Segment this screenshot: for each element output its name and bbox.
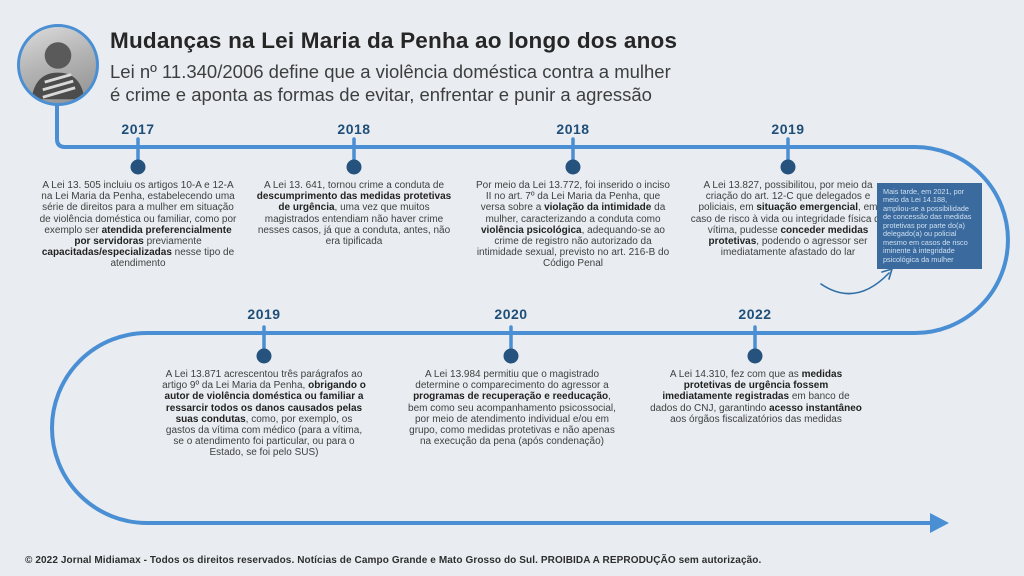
- year-label-2017: 2017: [121, 121, 155, 137]
- header: Mudanças na Lei Maria da Penha ao longo …: [110, 28, 750, 106]
- person-silhouette-icon: [31, 42, 85, 100]
- year-label-2018a: 2018: [337, 121, 371, 137]
- dot-2022: [747, 348, 763, 364]
- timeline-entry-2019a-text: A Lei 13.827, possibilitou, por meio da …: [690, 180, 886, 259]
- timeline-entry-2017-text: A Lei 13. 505 incluiu os artigos 10-A e …: [39, 180, 237, 270]
- timeline-entry-2022-text: A Lei 14.310, fez com que as medidas pro…: [650, 369, 862, 425]
- subtitle-line-1: Lei nº 11.340/2006 define que a violênci…: [110, 61, 671, 82]
- page-title: Mudanças na Lei Maria da Penha ao longo …: [110, 28, 678, 53]
- year-label-2018b: 2018: [556, 121, 590, 137]
- year-label-2019a: 2019: [771, 121, 805, 137]
- dot-2018b: [565, 159, 581, 175]
- dot-2019a: [780, 159, 796, 175]
- page-subtitle: Lei nº 11.340/2006 define que a violênci…: [110, 61, 750, 106]
- year-label-2019b: 2019: [247, 306, 281, 322]
- maria-da-penha-photo: [17, 24, 99, 106]
- timeline-entry-2018b-text: Por meio da Lei 13.772, foi inserido o i…: [475, 180, 670, 270]
- dot-2020: [503, 348, 519, 364]
- timeline-entry-2018a-text: A Lei 13. 641, tornou crime a conduta de…: [256, 180, 452, 247]
- copyright-footer: © 2022 Jornal Midiamax - Todos os direit…: [25, 555, 762, 566]
- dot-2017: [130, 159, 146, 175]
- callout-2021-box: Mais tarde, em 2021, por meio da Lei 14.…: [877, 183, 982, 270]
- timeline-entry-2020-text: A Lei 13.984 permitiu que o magistrado d…: [408, 369, 616, 448]
- timeline-arrowhead-icon: [930, 513, 949, 533]
- timeline-entry-2019b-text: A Lei 13.871 acrescentou três parágrafos…: [162, 369, 366, 459]
- year-label-2022: 2022: [738, 306, 772, 322]
- dot-2019b: [256, 348, 272, 364]
- dot-2018a: [346, 159, 362, 175]
- callout-arrow-icon: [820, 272, 890, 295]
- timeline-path: [50, 102, 1010, 525]
- year-label-2020: 2020: [494, 306, 528, 322]
- subtitle-line-2: é crime e aponta as formas de evitar, en…: [110, 83, 652, 105]
